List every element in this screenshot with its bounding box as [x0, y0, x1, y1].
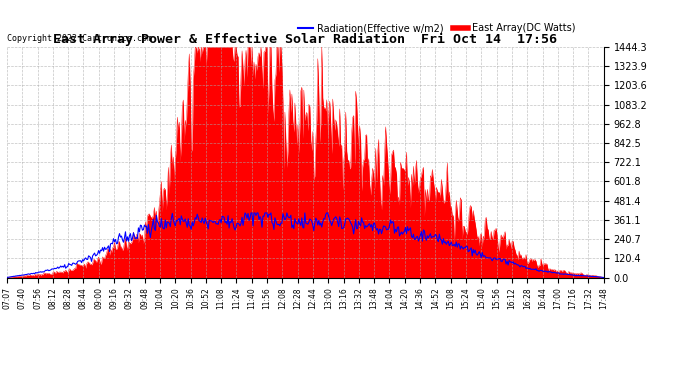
Text: Copyright 2022 Cartronics.com: Copyright 2022 Cartronics.com: [7, 34, 152, 43]
Legend: Radiation(Effective w/m2), East Array(DC Watts): Radiation(Effective w/m2), East Array(DC…: [295, 20, 579, 37]
Title: East Array Power & Effective Solar Radiation  Fri Oct 14  17:56: East Array Power & Effective Solar Radia…: [53, 33, 558, 46]
